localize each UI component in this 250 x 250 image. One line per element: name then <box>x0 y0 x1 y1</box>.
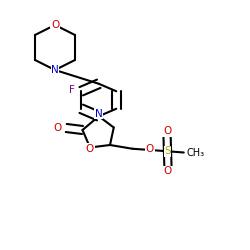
Text: O: O <box>164 166 172 176</box>
Text: F: F <box>69 85 75 95</box>
Text: N: N <box>51 65 59 75</box>
Text: O: O <box>54 123 62 133</box>
Text: S: S <box>164 146 171 156</box>
Text: O: O <box>146 144 154 154</box>
Text: O: O <box>163 126 171 136</box>
Text: CH₃: CH₃ <box>186 148 204 158</box>
Text: N: N <box>95 109 103 119</box>
Text: O: O <box>86 144 94 154</box>
Text: O: O <box>51 20 59 30</box>
